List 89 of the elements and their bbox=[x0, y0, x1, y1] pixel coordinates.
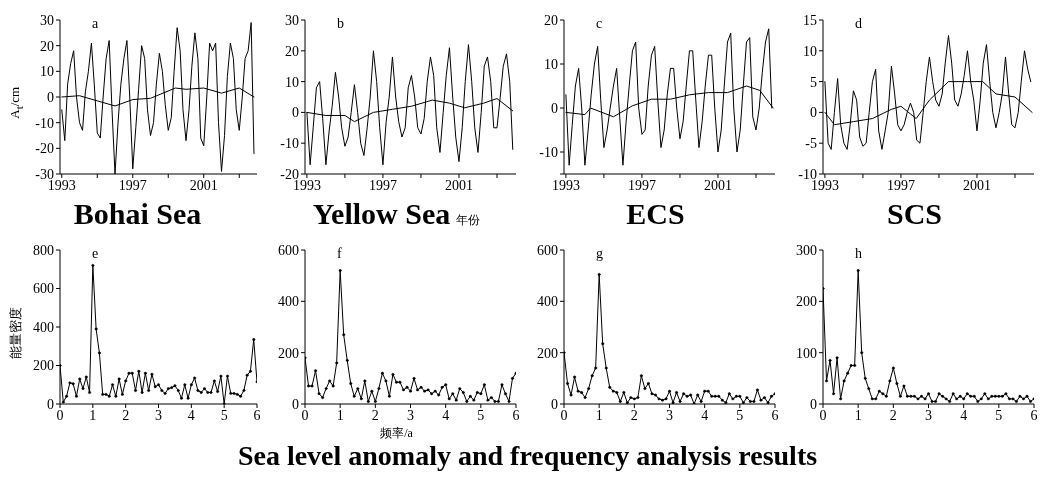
x-tick-label: 3 bbox=[666, 407, 673, 423]
x-tick-label: 6 bbox=[512, 407, 520, 423]
annotation: a bbox=[92, 16, 99, 32]
annotation: g bbox=[596, 246, 603, 262]
y-tick-label: 30 bbox=[40, 12, 54, 28]
y-tick-label: -10 bbox=[280, 136, 299, 152]
text: ECS bbox=[626, 196, 685, 232]
x-tick-label: 1997 bbox=[368, 177, 397, 193]
annotation: e bbox=[92, 246, 99, 262]
y-tick-label: 600 bbox=[33, 281, 54, 297]
annotation: b bbox=[337, 16, 344, 32]
y-tick-label: 0 bbox=[47, 396, 54, 412]
y-tick-label: 400 bbox=[278, 294, 299, 310]
x-tick-label: 2 bbox=[371, 407, 379, 423]
x-tick-label: 1993 bbox=[551, 177, 580, 193]
x-tick-label: 2001 bbox=[703, 177, 732, 193]
y-tick-label: 0 bbox=[47, 89, 54, 105]
y-tick-label: 200 bbox=[33, 358, 54, 374]
y-tick-label: 0 bbox=[551, 100, 558, 116]
y-tick-label: 10 bbox=[285, 74, 299, 90]
x-tick-label: 2 bbox=[122, 407, 130, 423]
y-tick-label: 20 bbox=[544, 12, 558, 28]
x-tick-label: 1 bbox=[595, 407, 603, 423]
y-tick-label: 0 bbox=[551, 396, 558, 412]
x-tick-label: 5 bbox=[995, 407, 1003, 423]
y-tick-label: 400 bbox=[33, 319, 54, 335]
x-tick-label: 1997 bbox=[627, 177, 656, 193]
annotation: c bbox=[596, 16, 603, 32]
x-tick-label: 2001 bbox=[189, 177, 218, 193]
y-tick-label: -30 bbox=[35, 166, 54, 182]
y-tick-label: 10 bbox=[803, 43, 817, 59]
y-tick-label: -10 bbox=[798, 166, 817, 182]
y-tick-label: 10 bbox=[544, 56, 558, 72]
text: Bohai Sea bbox=[73, 196, 202, 232]
x-tick-label: 4 bbox=[701, 407, 709, 423]
y-tick-label: 300 bbox=[796, 242, 817, 258]
x-tick-label: 2 bbox=[889, 407, 897, 423]
x-tick-label: 6 bbox=[1030, 407, 1038, 423]
y-tick-label: -10 bbox=[539, 144, 558, 160]
x-tick-label: 5 bbox=[220, 407, 228, 423]
x-tick-label: 4 bbox=[442, 407, 450, 423]
y-tick-label: 200 bbox=[796, 294, 817, 310]
y-tick-label: 20 bbox=[285, 43, 299, 59]
x-tick-label: 1997 bbox=[886, 177, 915, 193]
x-tick-label: 1 bbox=[854, 407, 862, 423]
x-tick-label: 3 bbox=[155, 407, 162, 423]
y-tick-label: 20 bbox=[40, 38, 54, 54]
y-tick-label: 5 bbox=[810, 74, 817, 90]
y-tick-label: -20 bbox=[35, 141, 54, 157]
y-tick-label: 200 bbox=[537, 345, 558, 361]
annotation: d bbox=[855, 16, 862, 32]
annotation: f bbox=[337, 246, 342, 262]
x-tick-label: 4 bbox=[960, 407, 968, 423]
x-tick-label: 2 bbox=[630, 407, 638, 423]
text: Yellow Sea bbox=[312, 196, 451, 232]
y-tick-label: 0 bbox=[810, 105, 817, 121]
y-tick-label: 0 bbox=[292, 105, 299, 121]
x-tick-label: 6 bbox=[771, 407, 779, 423]
x-tick-label: 4 bbox=[187, 407, 195, 423]
x-tick-label: 3 bbox=[407, 407, 414, 423]
y-tick-label: -20 bbox=[280, 166, 299, 182]
y-tick-label: 0 bbox=[292, 396, 299, 412]
x-tick-label: 2001 bbox=[444, 177, 473, 193]
y-tick-label: 600 bbox=[278, 242, 299, 258]
text: SCS bbox=[886, 196, 943, 232]
y-axis-title: 能量密度 bbox=[7, 306, 24, 361]
x-tick-label: 1 bbox=[336, 407, 344, 423]
x-tick-label: 1997 bbox=[118, 177, 147, 193]
y-tick-label: 100 bbox=[796, 345, 817, 361]
y-tick-label: 600 bbox=[537, 242, 558, 258]
y-tick-label: -10 bbox=[35, 115, 54, 131]
y-tick-label: 15 bbox=[803, 12, 817, 28]
x-tick-label: 2001 bbox=[962, 177, 991, 193]
x-tick-label: 6 bbox=[253, 407, 261, 423]
y-tick-label: 800 bbox=[33, 242, 54, 258]
x-axis-title: 频率/a bbox=[380, 426, 413, 440]
y-tick-label: 0 bbox=[810, 396, 817, 412]
text: Sea level anomaly and frequency analysis results bbox=[236, 440, 819, 472]
y-tick-label: 200 bbox=[278, 345, 299, 361]
y-tick-label: -5 bbox=[805, 136, 817, 152]
x-tick-label: 1 bbox=[89, 407, 97, 423]
x-axis-title: 年份 bbox=[456, 212, 481, 229]
y-tick-label: 400 bbox=[537, 294, 558, 310]
annotation: h bbox=[855, 246, 862, 262]
x-tick-label: 5 bbox=[736, 407, 744, 423]
y-tick-label: 10 bbox=[40, 64, 54, 80]
y-tick-label: 30 bbox=[285, 12, 299, 28]
x-tick-label: 3 bbox=[925, 407, 932, 423]
x-tick-label: 5 bbox=[477, 407, 485, 423]
